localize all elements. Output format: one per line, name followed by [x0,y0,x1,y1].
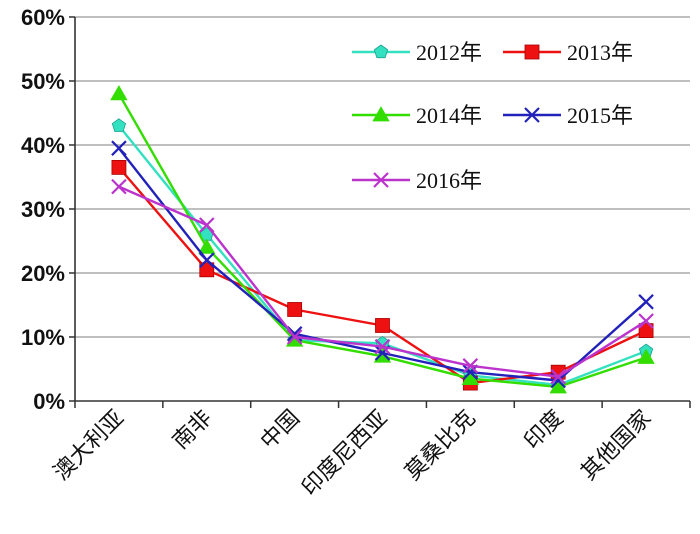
data-point [373,347,392,363]
y-tick-label: 10% [21,325,65,350]
data-point [375,318,390,333]
data-point [198,238,216,254]
y-tick-label: 40% [21,133,65,158]
x-tick-label: 中国 [256,406,305,455]
data-point [637,348,655,364]
gridlines [75,16,690,338]
y-tick-label: 0% [33,389,65,414]
y-axis-ticks: 0% 10% 20% 30% 40% 50% 60% [21,5,75,414]
data-point [462,358,479,374]
x-tick-label: 澳大利亚 [49,406,129,486]
legend-item: 2012年 [352,40,482,65]
legend-item: 2013年 [503,40,633,65]
data-point [638,294,654,310]
data-point [199,217,215,233]
series-4 [111,140,654,389]
legend-marker [373,172,389,188]
x-tick-label: 莫桑比克 [401,406,481,486]
y-tick-label: 30% [21,197,65,222]
data-point [286,329,303,345]
data-point [111,118,127,132]
y-tick-label: 60% [21,5,65,30]
data-point [111,159,127,175]
series-3 [110,84,655,394]
legend-marker [372,106,390,122]
data-point [199,262,215,278]
data-point [374,338,391,355]
legend-item: 2015年 [503,103,633,128]
x-tick-label: 其他国家 [576,406,656,486]
y-tick-label: 50% [21,69,65,94]
legend-marker [524,107,540,123]
legend-label: 2013年 [567,40,633,65]
legend-label: 2012年 [416,40,482,65]
data-point [638,323,654,339]
data-point [287,302,303,317]
series-5 [111,178,654,385]
data-point [199,252,215,268]
x-tick-label: 南非 [168,406,217,455]
legend-label: 2015年 [567,103,633,128]
data-point [111,140,127,156]
legend: 2012年 2013年 2014年 2015年 2016年 [352,40,633,193]
x-tick-label: 印度 [520,406,569,455]
legend-item: 2016年 [352,168,482,193]
legend-label: 2016年 [416,168,482,193]
data-point [111,178,127,195]
legend-marker [373,44,389,59]
legend-item: 2014年 [352,103,482,128]
y-tick-label: 20% [21,261,65,286]
data-point [638,313,654,329]
data-point [550,368,566,385]
legend-label: 2014年 [416,103,482,128]
legend-marker [524,44,540,60]
x-tick-label: 印度尼西亚 [297,406,392,501]
data-point [110,84,128,101]
